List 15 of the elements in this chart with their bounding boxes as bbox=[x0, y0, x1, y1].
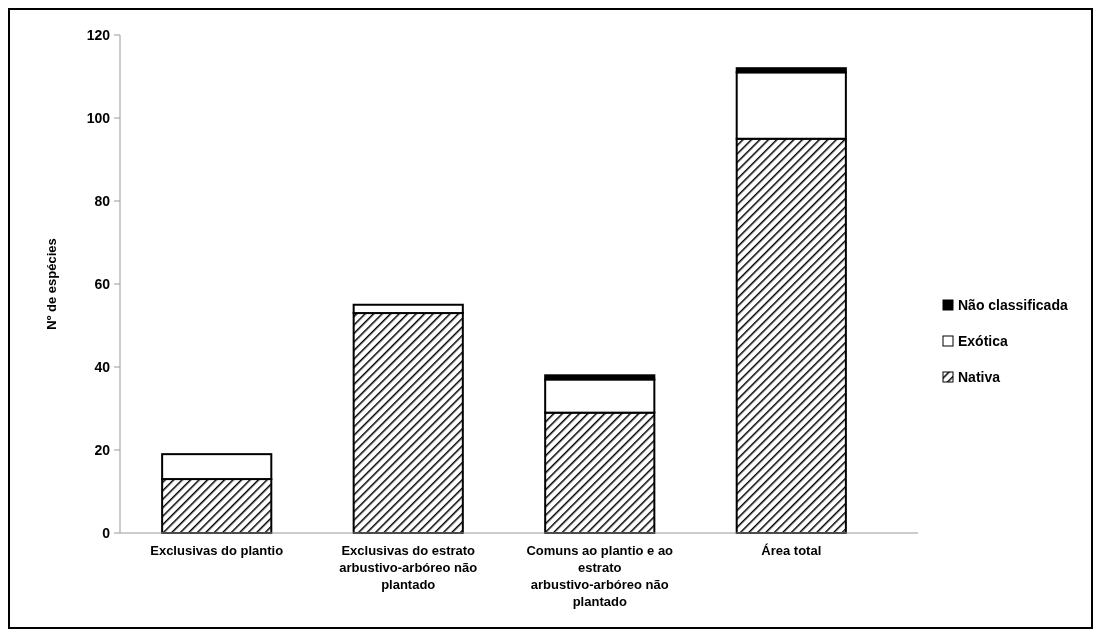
y-tick-label: 120 bbox=[86, 26, 111, 43]
legend-label: Nativa bbox=[958, 368, 1001, 385]
y-tick-label: 40 bbox=[94, 358, 111, 375]
y-tick-label: 100 bbox=[86, 109, 111, 126]
y-tick-label: 0 bbox=[102, 524, 111, 541]
x-tick-label: Área total bbox=[761, 543, 822, 558]
y-tick-label: 20 bbox=[94, 441, 111, 458]
legend-label: Não classificada bbox=[958, 296, 1068, 313]
x-tick-label: Comuns ao plantio e ao estrato arbustivo-arbóreo não plantado bbox=[526, 543, 674, 609]
x-tick-label: Exclusivas do estrato arbustivo-arbóreo não plantado bbox=[339, 543, 478, 592]
y-tick-label: 60 bbox=[94, 275, 111, 292]
y-axis-title: Nº de espécies bbox=[44, 238, 59, 330]
legend-label: Exótica bbox=[958, 332, 1009, 349]
x-tick-label: Exclusivas do plantio bbox=[150, 543, 284, 558]
y-tick-label: 80 bbox=[94, 192, 111, 209]
